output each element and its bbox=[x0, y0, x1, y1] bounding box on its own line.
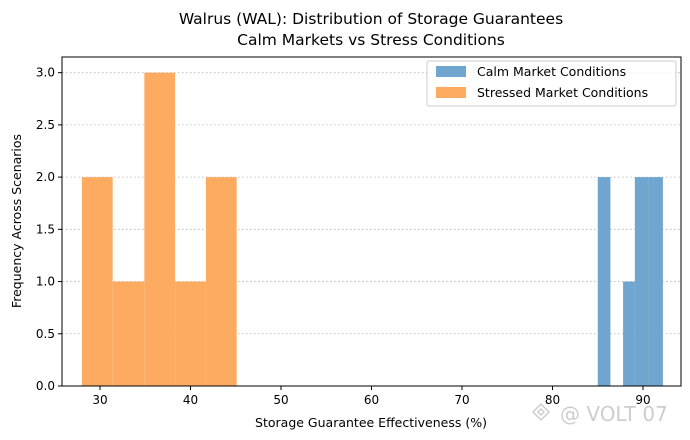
x-tick-label-3: 60 bbox=[364, 393, 379, 407]
y-axis-ticks: 0.0 0.5 1.0 1.5 2.0 2.5 3.0 bbox=[36, 66, 62, 393]
y-tick-label-1: 0.5 bbox=[36, 327, 55, 341]
bar-stressed-3 bbox=[175, 281, 206, 386]
legend-swatch-stressed bbox=[436, 87, 466, 98]
y-tick-label-0: 0.0 bbox=[36, 379, 55, 393]
bars-group bbox=[81, 72, 663, 387]
x-tick-label-0: 30 bbox=[92, 393, 107, 407]
bar-calm-2 bbox=[623, 281, 635, 386]
chart-subtitle: Calm Markets vs Stress Conditions bbox=[237, 31, 505, 49]
y-tick-label-5: 2.5 bbox=[36, 118, 55, 132]
bar-calm-0 bbox=[597, 177, 611, 386]
x-tick-label-4: 70 bbox=[454, 393, 469, 407]
bar-stressed-2 bbox=[144, 72, 176, 387]
x-tick-label-5: 80 bbox=[545, 393, 560, 407]
y-tick-label-4: 2.0 bbox=[36, 170, 55, 184]
bar-stressed-4 bbox=[205, 177, 237, 386]
bar-stressed-0 bbox=[81, 177, 113, 386]
x-tick-label-1: 40 bbox=[183, 393, 198, 407]
bar-calm-4 bbox=[648, 177, 663, 386]
watermark-text: @ VOLT 07 bbox=[560, 402, 668, 426]
y-tick-label-2: 1.0 bbox=[36, 275, 55, 289]
watermark-logo-icon bbox=[531, 402, 551, 422]
legend-box bbox=[426, 60, 677, 107]
y-tick-label-6: 3.0 bbox=[36, 66, 55, 80]
y-tick-label-3: 1.5 bbox=[36, 222, 55, 236]
x-tick-label-6: 90 bbox=[635, 393, 650, 407]
watermark: @ VOLT 07 bbox=[531, 402, 668, 426]
x-axis-label: Storage Guarantee Effectiveness (%) bbox=[255, 415, 487, 430]
y-axis-label: Frequency Across Scenarios bbox=[9, 134, 24, 308]
legend: Calm Market Conditions Stressed Market C… bbox=[426, 60, 677, 107]
legend-label-stressed: Stressed Market Conditions bbox=[477, 85, 648, 100]
bar-stressed-1 bbox=[112, 281, 145, 386]
x-axis-ticks: 30 40 50 60 70 80 90 bbox=[92, 386, 651, 407]
bar-calm-3 bbox=[634, 177, 649, 386]
legend-swatch-calm bbox=[436, 66, 466, 77]
legend-label-calm: Calm Market Conditions bbox=[477, 64, 626, 79]
chart-title: Walrus (WAL): Distribution of Storage Gu… bbox=[179, 10, 563, 28]
x-tick-label-2: 50 bbox=[273, 393, 288, 407]
